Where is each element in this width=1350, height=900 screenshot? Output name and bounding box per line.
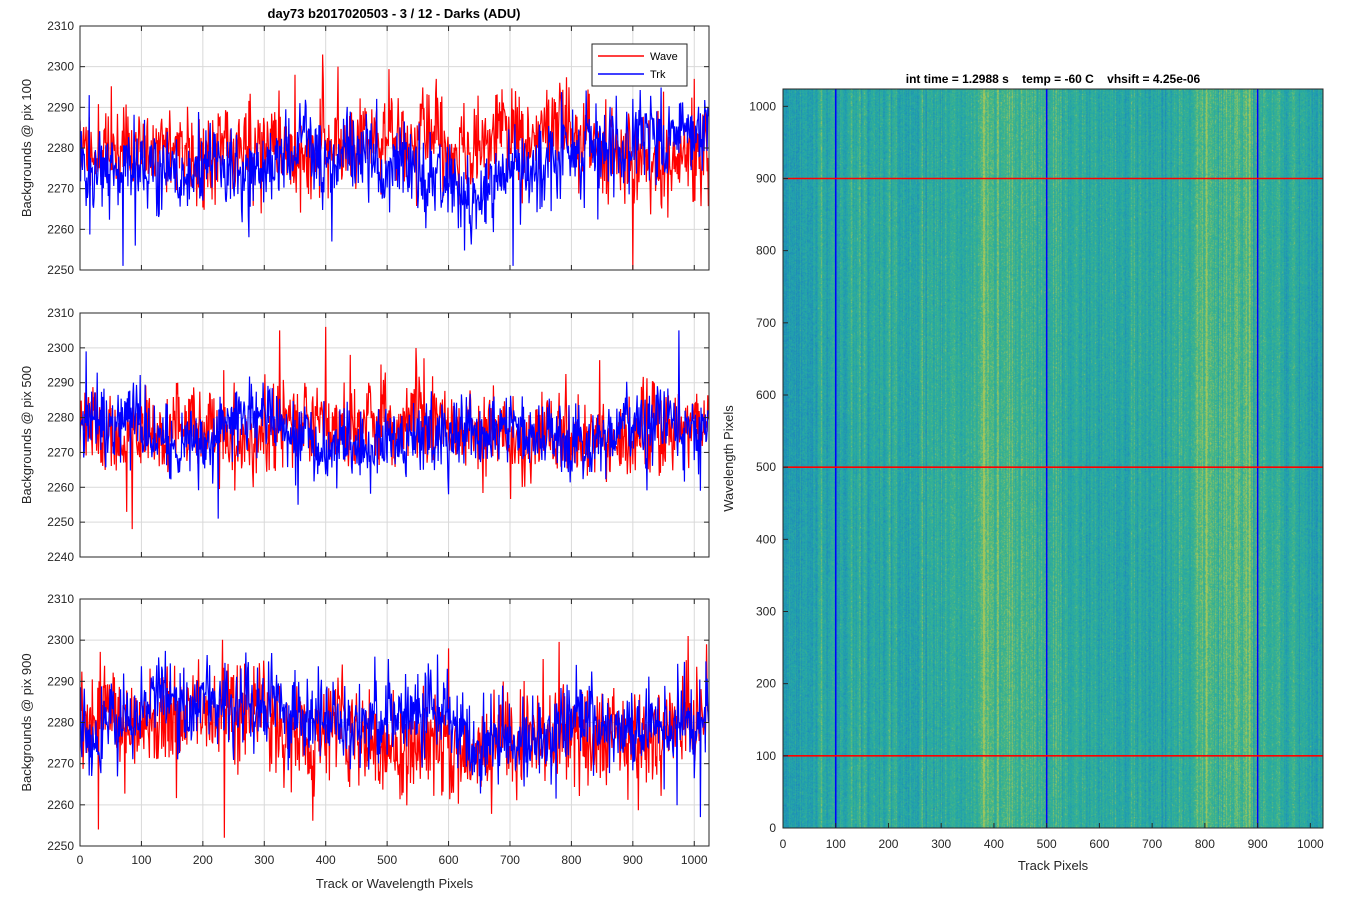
heatmap-title: int time = 1.2988 s temp = -60 C vhsift …: [906, 72, 1201, 86]
x-tick-label: 1000: [681, 853, 708, 867]
x-tick-label: 900: [1248, 837, 1268, 851]
x-tick-label: 1000: [1297, 837, 1324, 851]
y-tick-label: 100: [756, 749, 776, 763]
x-tick-label: 500: [1037, 837, 1057, 851]
series-line-trk: [80, 650, 709, 818]
y-tick-label: 1000: [749, 99, 776, 113]
y-tick-label: 2290: [47, 100, 74, 114]
heatmap-image: [783, 89, 1323, 828]
x-axis-label: Track Pixels: [1018, 858, 1089, 873]
x-tick-label: 300: [931, 837, 951, 851]
y-tick-label: 2300: [47, 633, 74, 647]
y-tick-label: 2260: [47, 222, 74, 236]
x-tick-label: 600: [439, 853, 459, 867]
x-tick-label: 700: [1142, 837, 1162, 851]
y-tick-label: 400: [756, 532, 776, 546]
y-tick-label: 2310: [47, 306, 74, 320]
line-plot-pix500: 2240 2250 2260 2270 2280 2290 2300 2310 Backgrou…: [19, 306, 710, 564]
y-tick-label: 2310: [47, 592, 74, 606]
legend-box: [591, 43, 688, 87]
y-tick-label: 300: [756, 604, 776, 618]
x-tick-label: 0: [77, 853, 84, 867]
x-tick-label: 900: [623, 853, 643, 867]
x-tick-label: 0: [780, 837, 787, 851]
heatmap-axes-box: [782, 88, 1324, 829]
y-tick-label: 2250: [47, 515, 74, 529]
y-tick-label: 600: [756, 388, 776, 402]
x-tick-label: 800: [1195, 837, 1215, 851]
figure-suptitle: day73 b2017020503 - 3 / 12 - Darks (ADU): [268, 6, 521, 21]
y-tick-label: 2270: [47, 445, 74, 459]
y-axis-label: Wavelength Pixels: [721, 405, 736, 512]
line-plot-pix900: 0 100 200 300 400 500 600 700 800 900 1000 2250 2260…: [19, 592, 710, 891]
x-tick-label: 800: [561, 853, 581, 867]
y-tick-label: 2260: [47, 798, 74, 812]
y-tick-label: 2280: [47, 141, 74, 155]
y-tick-label: 2250: [47, 263, 74, 277]
y-tick-label: 2250: [47, 839, 74, 853]
legend: Wave Trk: [591, 43, 688, 87]
axes-box: [79, 312, 710, 558]
y-tick-label: 2280: [47, 716, 74, 730]
legend-label-trk: Trk: [650, 69, 666, 81]
y-tick-label: 2280: [47, 411, 74, 425]
y-tick-label: 2310: [47, 19, 74, 33]
x-tick-label: 100: [826, 837, 846, 851]
series-line-trk: [80, 330, 709, 519]
x-tick-label: 400: [984, 837, 1004, 851]
legend-label-wave: Wave: [650, 51, 678, 63]
y-tick-label: 2290: [47, 674, 74, 688]
series-line-wave: [80, 636, 709, 838]
y-tick-label: 500: [756, 460, 776, 474]
y-tick-label: 900: [756, 171, 776, 185]
y-tick-label: 700: [756, 316, 776, 330]
y-tick-label: 2270: [47, 182, 74, 196]
series-line-trk: [80, 87, 709, 266]
y-axis-label: Backgrounds @ pix 900: [19, 653, 34, 791]
y-tick-label: 200: [756, 677, 776, 691]
series-line-wave: [80, 326, 709, 530]
y-tick-label: 2290: [47, 376, 74, 390]
y-tick-label: 2300: [47, 60, 74, 74]
x-tick-label: 400: [316, 853, 336, 867]
x-tick-label: 200: [193, 853, 213, 867]
y-tick-label: 2300: [47, 341, 74, 355]
x-tick-label: 600: [1089, 837, 1109, 851]
x-tick-label: 500: [377, 853, 397, 867]
heatmap-panel: 0 100 200 300 400 500 600 700 800 900 1000 0 100 200 3…: [721, 72, 1324, 873]
line-plot-pix100: 2250 2260 2270 2280 2290 2300 2310 Backgrounds …: [19, 19, 710, 277]
y-tick-label: 2240: [47, 550, 74, 564]
y-axis-label: Backgrounds @ pix 500: [19, 366, 34, 504]
y-tick-label: 800: [756, 244, 776, 258]
y-tick-label: 0: [769, 821, 776, 835]
y-tick-label: 2260: [47, 480, 74, 494]
x-tick-label: 700: [500, 853, 520, 867]
x-tick-label: 300: [254, 853, 274, 867]
x-axis-label: Track or Wavelength Pixels: [316, 876, 474, 891]
x-tick-label: 100: [131, 853, 151, 867]
y-tick-label: 2270: [47, 757, 74, 771]
x-tick-label: 200: [878, 837, 898, 851]
y-axis-label: Backgrounds @ pix 100: [19, 79, 34, 217]
